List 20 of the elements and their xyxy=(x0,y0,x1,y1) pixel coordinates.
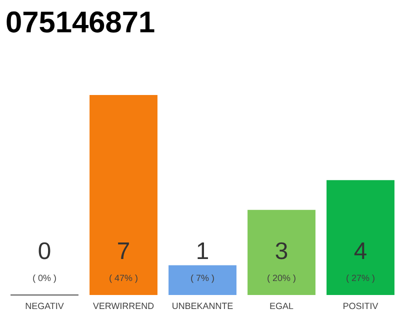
bar xyxy=(168,265,236,295)
data-label: ( 7% ) xyxy=(191,274,214,283)
x-tick-label: VERWIRREND xyxy=(92,302,154,309)
annotation: 0 xyxy=(38,242,50,260)
chart-title: 075146871 xyxy=(6,11,154,33)
data-label: ( 47% ) xyxy=(110,274,138,283)
data-label: ( 20% ) xyxy=(268,274,296,283)
annotation: 3 xyxy=(276,242,288,260)
x-tick-label: UNBEKANNTE xyxy=(172,302,233,310)
bar xyxy=(248,210,316,295)
annotation: 1 xyxy=(198,242,208,259)
annotation: 7 xyxy=(118,242,129,259)
bar xyxy=(326,180,394,295)
x-tick-label: NEGATIV xyxy=(26,302,64,310)
x-tick-label: POSITIV xyxy=(344,302,378,310)
annotation: 4 xyxy=(354,242,366,259)
x-tick-label: EGAL xyxy=(270,302,294,310)
data-label: ( 0% ) xyxy=(33,274,56,283)
data-label: ( 27% ) xyxy=(346,274,374,283)
bar xyxy=(90,95,158,295)
